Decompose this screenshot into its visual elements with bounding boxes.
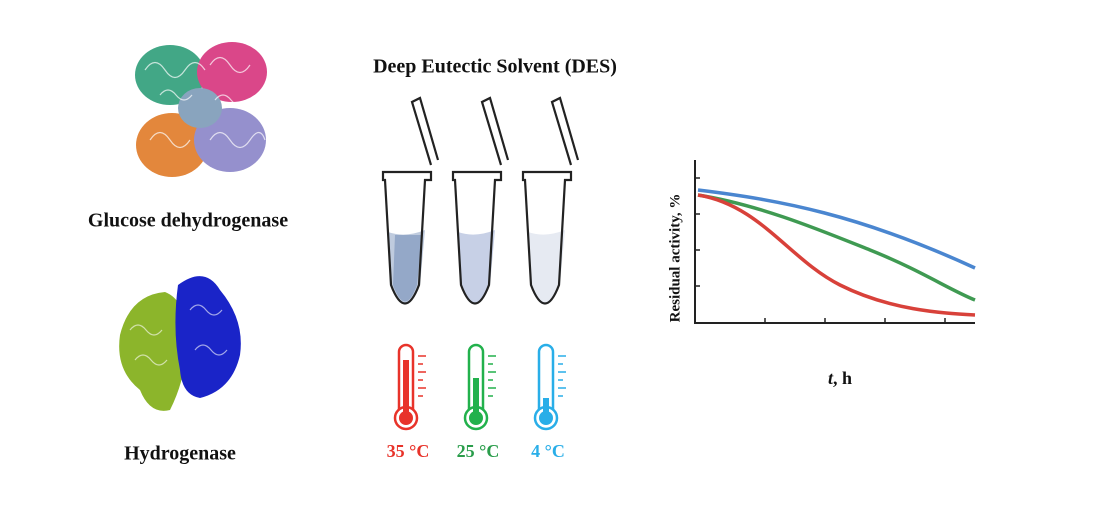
axis-ticks <box>695 177 946 323</box>
glucose-dehydrogenase-structure <box>135 42 267 177</box>
temperature-label: 35 °C <box>387 441 430 461</box>
title: Deep Eutectic Solvent (DES) <box>373 56 617 78</box>
enzyme-label: Glucose dehydrogenase <box>88 210 288 232</box>
tube <box>521 96 580 305</box>
thermometer <box>533 343 566 431</box>
thermometer <box>463 343 496 431</box>
thermometer <box>393 343 426 431</box>
temperature-label: 4 °C <box>531 441 565 461</box>
temperature-label: 25 °C <box>457 441 500 461</box>
tubes <box>381 96 580 305</box>
x-label-var: t <box>828 368 834 388</box>
x-axis-label: t, h <box>828 368 852 388</box>
x-label-unit: , h <box>833 368 852 388</box>
axes <box>694 160 975 324</box>
plot: Residual activity, % t, h <box>667 160 976 388</box>
enzyme-label: Hydrogenase <box>124 443 236 465</box>
y-axis-label: Residual activity, % <box>667 194 683 323</box>
tube <box>381 96 440 305</box>
curve <box>697 193 976 317</box>
curve <box>697 188 976 270</box>
curve <box>697 193 976 302</box>
tube <box>451 96 510 305</box>
hydrogenase-structure <box>119 276 241 411</box>
